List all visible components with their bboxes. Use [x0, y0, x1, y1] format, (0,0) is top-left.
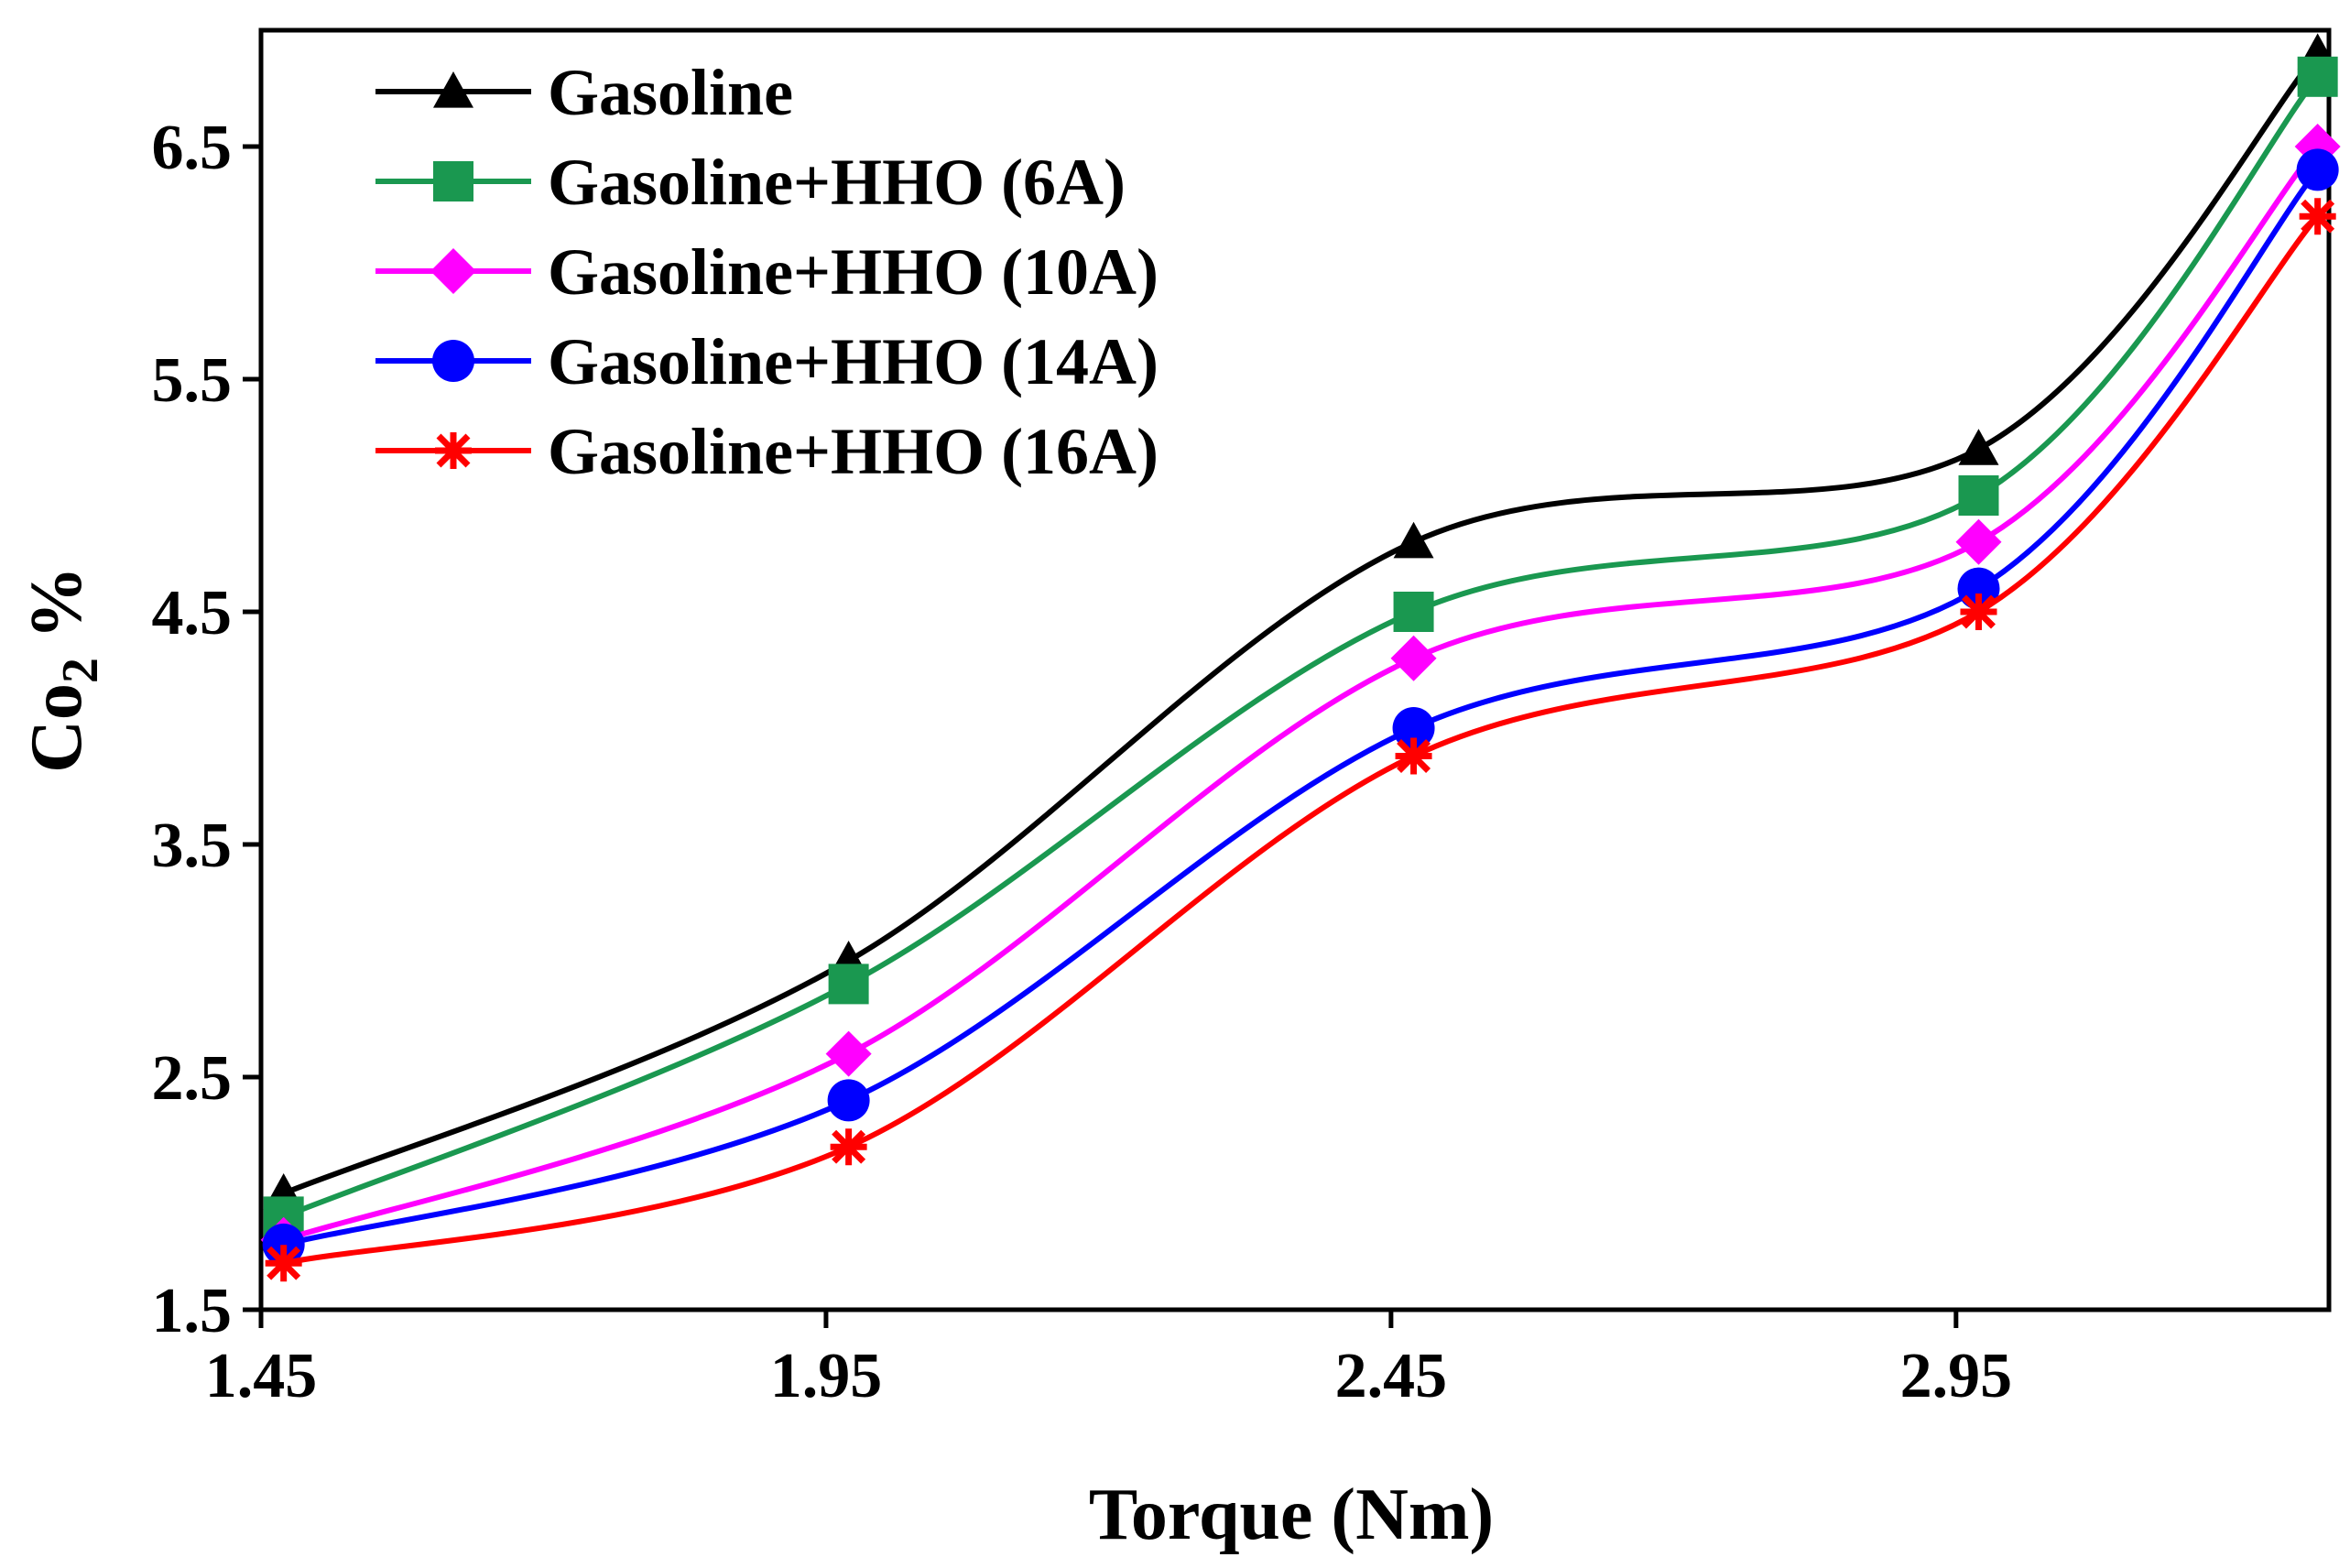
legend-item: Gasoline+HHO (10A) — [375, 235, 1159, 309]
x-tick-label: 2.45 — [1335, 1341, 1448, 1411]
legend-item: Gasoline+HHO (14A) — [375, 325, 1159, 398]
legend-marker — [432, 340, 474, 382]
data-point-marker — [1955, 518, 2002, 565]
data-point-marker — [2297, 56, 2338, 97]
x-tick-label: 2.95 — [1900, 1341, 2013, 1411]
legend-label: Gasoline — [548, 56, 793, 129]
legend-item: Gasoline — [375, 56, 793, 129]
series-line — [283, 214, 2320, 1267]
legend-label: Gasoline+HHO (6A) — [548, 146, 1126, 219]
data-point-marker — [1958, 475, 1999, 516]
data-point-marker — [1958, 429, 1999, 465]
y-title-subscript: 2 — [52, 658, 109, 683]
data-point-marker — [1395, 737, 1432, 775]
legend-item: Gasoline+HHO (16A) — [375, 415, 1159, 488]
legend-marker — [435, 432, 472, 469]
data-point-marker — [265, 1245, 302, 1282]
y-tick-label: 4.5 — [152, 578, 233, 648]
y-tick-label: 3.5 — [152, 811, 233, 881]
data-point-marker — [2296, 148, 2339, 191]
y-axis-ticks: 1.5 2.5 3.5 4.5 5.5 6.5 — [152, 113, 261, 1346]
x-axis-ticks: 1.45 1.95 2.45 2.95 — [205, 1310, 2012, 1411]
y-title-suffix: % — [16, 566, 97, 658]
data-point-marker — [1392, 707, 1435, 749]
legend-item: Gasoline+HHO (6A) — [375, 146, 1126, 219]
series-4 — [265, 198, 2336, 1282]
data-point-marker — [1393, 521, 1434, 559]
legend-label: Gasoline+HHO (16A) — [548, 415, 1159, 488]
y-title-main: Co — [16, 683, 97, 773]
legend-marker — [430, 248, 476, 294]
data-point-marker — [825, 1030, 872, 1077]
series-line — [282, 51, 2320, 1196]
legend: Gasoline Gasoline+HHO (6A) Gasoline+HHO (1… — [375, 56, 1159, 488]
plot-frame — [258, 27, 2332, 1312]
data-point-marker — [830, 1128, 867, 1166]
data-point-marker — [1390, 635, 1437, 681]
series-line — [282, 145, 2320, 1243]
data-point-marker — [1393, 592, 1434, 632]
x-tick-label: 1.95 — [770, 1341, 883, 1411]
y-tick-label: 2.5 — [152, 1043, 233, 1114]
legend-label: Gasoline+HHO (10A) — [548, 235, 1159, 309]
legend-label: Gasoline+HHO (14A) — [548, 325, 1159, 398]
x-tick-label: 1.45 — [205, 1341, 318, 1411]
legend-marker — [433, 71, 473, 108]
y-tick-label: 5.5 — [152, 345, 233, 416]
y-tick-label: 6.5 — [152, 113, 233, 183]
series-3 — [262, 148, 2339, 1266]
y-axis-title: Co2 % — [16, 566, 109, 773]
y-tick-label: 1.5 — [152, 1276, 233, 1346]
data-point-marker — [827, 1079, 870, 1122]
data-point-marker — [1960, 593, 1997, 630]
series-1 — [263, 56, 2338, 1237]
data-point-marker — [2299, 198, 2336, 235]
x-axis-title: Torque (Nm) — [1089, 1475, 1494, 1555]
data-point-marker — [828, 964, 869, 1005]
series-layer — [260, 33, 2341, 1282]
legend-marker — [433, 161, 473, 201]
